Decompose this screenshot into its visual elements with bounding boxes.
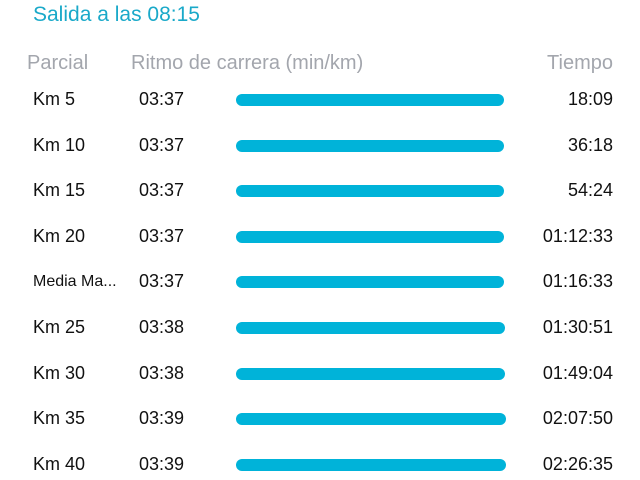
split-row: Km 30 03:38 01:49:04 [0,359,640,389]
split-time: 01:12:33 [542,225,613,246]
pace-bar [236,94,504,106]
pace-bar [236,367,506,380]
split-label: Media Ma... [33,273,117,291]
split-label: Km 30 [33,362,86,383]
split-row: Km 20 03:37 01:12:33 [0,222,640,252]
pace-bar [236,185,504,198]
split-row: Km 10 03:37 36:18 [0,131,640,161]
split-label: Km 35 [33,408,86,429]
split-row: Media Ma... 03:37 01:16:33 [0,267,640,297]
split-label: Km 10 [33,134,86,155]
split-pace: 03:37 [139,134,185,155]
pace-bar [236,230,504,243]
split-pace: 03:37 [139,271,185,292]
header-split: Parcial [27,52,89,74]
pace-bar [236,139,504,152]
pace-bar [236,413,507,426]
split-time: 18:09 [567,89,613,109]
split-pace: 03:37 [139,225,185,246]
split-pace: 03:38 [139,317,185,337]
split-label: Km 5 [33,89,76,109]
pace-bar [236,322,506,334]
split-time: 02:26:35 [542,453,613,474]
split-pace: 03:37 [139,89,185,109]
split-row: Km 35 03:39 02:07:50 [0,404,640,434]
split-label: Km 40 [33,453,86,474]
split-row: Km 5 03:37 18:09 [0,85,640,115]
split-time: 01:16:33 [542,271,613,292]
split-pace: 03:39 [139,408,185,429]
split-row: Km 25 03:38 01:30:51 [0,313,640,343]
header-time: Tiempo [547,52,613,74]
header-pace: Ritmo de carrera (min/km) [131,52,364,74]
split-pace: 03:38 [139,362,185,383]
pace-bar [236,276,504,289]
split-row: Km 15 03:37 54:24 [0,176,640,206]
departure-title: Salida a las 08:15 [33,3,200,26]
split-time: 02:07:50 [542,408,613,429]
split-time: 54:24 [567,180,613,201]
split-pace: 03:37 [139,180,185,201]
split-pace: 03:39 [139,453,185,474]
split-label: Km 25 [33,317,86,337]
split-row: Km 40 03:39 02:26:35 [0,450,640,480]
pace-bar [236,458,507,471]
split-time: 01:30:51 [542,317,613,337]
split-time: 36:18 [567,134,613,155]
split-label: Km 15 [33,180,86,201]
split-time: 01:49:04 [542,362,613,383]
split-label: Km 20 [33,225,86,246]
